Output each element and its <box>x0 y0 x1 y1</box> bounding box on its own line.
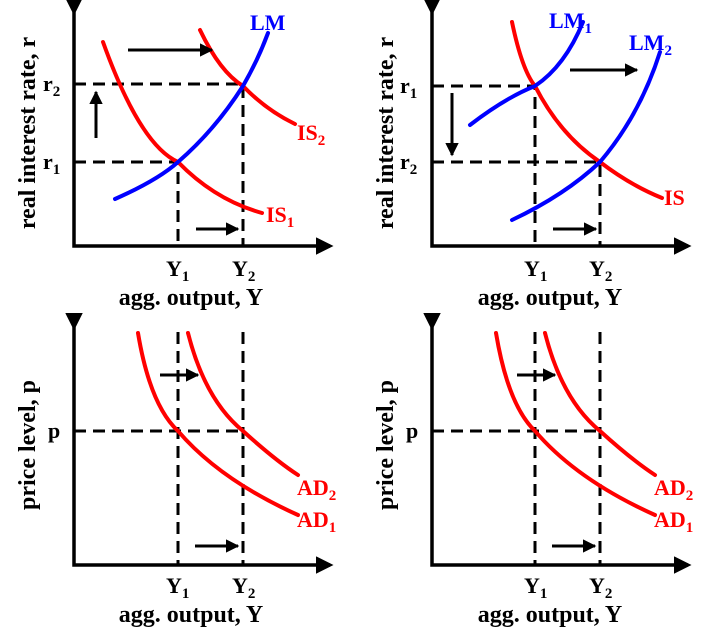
ad2-curve <box>543 331 657 477</box>
x-axis-title: agg. output, Y <box>478 602 622 628</box>
is1-curve <box>101 40 264 215</box>
tick-label-y1: Y1 <box>524 573 547 602</box>
tick-label-y2: Y2 <box>589 256 612 285</box>
curve-label-ad1: AD1 <box>654 507 693 536</box>
tick-label-r1: r1 <box>43 149 60 178</box>
axes <box>423 0 692 255</box>
r2-y2-guide <box>74 82 245 246</box>
tick-label-y1: Y1 <box>166 573 189 602</box>
tick-label-p: p <box>48 418 60 443</box>
y-axis-title: real interest rate, r <box>15 36 41 229</box>
x-axis-title: agg. output, Y <box>119 285 263 311</box>
axes <box>65 313 334 574</box>
tick-label-y2: Y2 <box>232 256 255 285</box>
curve-label-lm1: LM1 <box>549 8 592 37</box>
r2-y2-guide <box>432 160 602 246</box>
y-axis-title: real interest rate, r <box>373 36 399 229</box>
y-axis-title: price level, p <box>15 380 41 510</box>
panel-bottom-left: price level, p p Y1 Y2 agg. output, Y AD… <box>15 313 336 628</box>
tick-label-p: p <box>406 418 418 443</box>
curve-label-lm2: LM2 <box>629 30 672 59</box>
curve-label-ad2: AD2 <box>654 475 693 504</box>
curve-label-ad1: AD1 <box>297 507 336 536</box>
is-curve <box>510 20 664 200</box>
lm-curve <box>113 31 270 201</box>
lm2-curve <box>510 50 662 222</box>
x-axis-title: agg. output, Y <box>119 602 263 628</box>
ad1-curve <box>136 331 300 517</box>
lm1-curve <box>468 20 585 127</box>
tick-label-r2: r2 <box>400 149 417 178</box>
curve-label-is1: IS1 <box>266 202 294 231</box>
curve-label-ad2: AD2 <box>297 475 336 504</box>
tick-label-r2: r2 <box>43 71 60 100</box>
tick-label-y2: Y2 <box>589 573 612 602</box>
ad2-curve <box>186 331 300 477</box>
panel-bottom-right: price level, p p Y1 Y2 agg. output, Y AD… <box>373 313 693 628</box>
ad1-curve <box>494 331 657 517</box>
tick-label-y1: Y1 <box>166 256 189 285</box>
curve-label-lm: LM <box>250 10 286 35</box>
tick-label-r1: r1 <box>400 73 417 102</box>
y-axis-title: price level, p <box>373 380 399 510</box>
x-axis-title: agg. output, Y <box>478 285 622 311</box>
axes <box>423 313 692 574</box>
tick-label-y1: Y1 <box>524 256 547 285</box>
curve-label-is: IS <box>664 185 685 210</box>
panel-top-right: real interest rate, r r1 r2 Y1 Y2 agg. o… <box>373 0 692 311</box>
axes <box>65 0 334 255</box>
curve-label-is2: IS2 <box>297 120 325 149</box>
tick-label-y2: Y2 <box>232 573 255 602</box>
panel-top-left: real interest rate, r r2 r1 Y1 Y2 agg. o… <box>15 0 334 311</box>
r1-y1-guide <box>432 84 537 246</box>
